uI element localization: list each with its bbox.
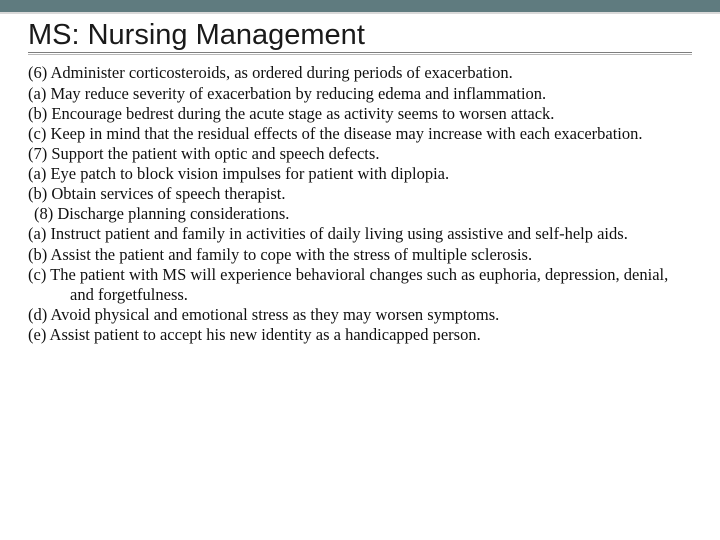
list-item: (6) Administer corticosteroids, as order… bbox=[28, 63, 692, 83]
list-item: (b) Assist the patient and family to cop… bbox=[28, 245, 692, 265]
title-container: MS: Nursing Management bbox=[28, 20, 692, 53]
list-item: (a) Eye patch to block vision impulses f… bbox=[28, 164, 692, 184]
list-item: (c) Keep in mind that the residual effec… bbox=[28, 124, 692, 144]
list-item: (a) May reduce severity of exacerbation … bbox=[28, 84, 692, 104]
slide-content: MS: Nursing Management (6) Administer co… bbox=[0, 14, 720, 345]
list-item: (d) Avoid physical and emotional stress … bbox=[28, 305, 692, 325]
list-item: (b) Encourage bedrest during the acute s… bbox=[28, 104, 692, 124]
list-item: (8) Discharge planning considerations. bbox=[28, 204, 692, 224]
list-item: (b) Obtain services of speech therapist. bbox=[28, 184, 692, 204]
list-item: (e) Assist patient to accept his new ide… bbox=[28, 325, 692, 345]
title-underline bbox=[28, 53, 692, 55]
top-accent-bar bbox=[0, 0, 720, 14]
list-item: (a) Instruct patient and family in activ… bbox=[28, 224, 692, 244]
list-item: (c) The patient with MS will experience … bbox=[28, 265, 692, 305]
slide-title: MS: Nursing Management bbox=[28, 20, 692, 50]
list-item: (7) Support the patient with optic and s… bbox=[28, 144, 692, 164]
